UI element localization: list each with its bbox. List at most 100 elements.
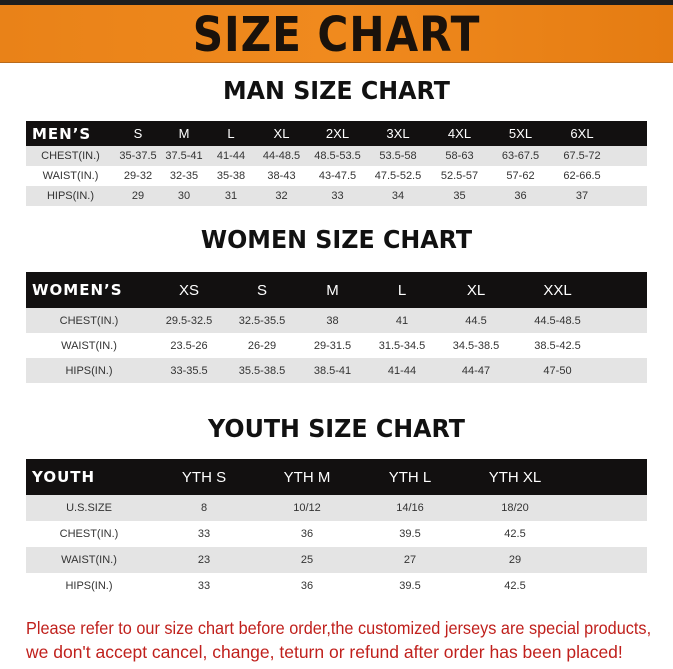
- youth-section-title: YOUTH SIZE CHART: [208, 414, 465, 443]
- row-label: WAIST(IN.): [61, 554, 117, 566]
- men-header-label: MEN’S: [32, 124, 92, 143]
- size-header: M: [326, 281, 339, 299]
- table-cell: 25: [300, 554, 314, 566]
- table-cell: 44-48.5: [262, 150, 301, 162]
- row-spacer: [613, 146, 647, 166]
- table-cell: 63-67.5: [501, 150, 540, 162]
- row-spacer: [613, 166, 647, 186]
- men-header-row: MEN’S S M L XL 2XL 3XL 4XL 5XL 6XL: [26, 121, 647, 146]
- table-cell: 41-44: [387, 364, 417, 377]
- table-cell: 38.5-42.5: [534, 339, 581, 352]
- table-cell: 67.5-72: [563, 150, 601, 162]
- table-cell: 37.5-41: [165, 150, 203, 162]
- banner-title: SIZE CHART: [192, 7, 481, 63]
- size-header: XL: [466, 281, 486, 299]
- size-header: YTH L: [388, 468, 432, 486]
- row-spacer: [568, 573, 647, 599]
- row-spacer: [568, 495, 647, 521]
- size-chart-banner: SIZE CHART: [0, 5, 673, 63]
- row-spacer: [600, 358, 647, 383]
- table-row: HIPS(IN.) 33-35.5 35.5-38.5 38.5-41 41-44 44-…: [26, 358, 647, 383]
- table-row: WAIST(IN.) 23.5-26 26-29 29-31.5 31.5-34.5 34…: [26, 333, 647, 358]
- table-cell: 41-44: [216, 150, 246, 162]
- size-header: XS: [178, 281, 199, 299]
- table-cell: 35-37.5: [119, 150, 157, 162]
- women-section-title: WOMEN SIZE CHART: [200, 225, 473, 254]
- size-header: 4XL: [447, 126, 472, 141]
- table-cell: 48.5-53.5: [314, 150, 361, 162]
- table-cell: 29-32: [123, 170, 153, 182]
- table-row: CHEST(IN.) 33 36 39.5 42.5: [26, 521, 647, 547]
- table-cell: 58-63: [445, 150, 474, 162]
- table-cell: 38.5-41: [313, 364, 352, 377]
- table-cell: 33: [197, 580, 211, 592]
- table-row: WAIST(IN.) 29-32 32-35 35-38 38-43 43-47.5 47.…: [26, 166, 647, 186]
- size-header: S: [256, 281, 267, 299]
- women-size-table: WOMEN’S XS S M L XL XXL CHEST(IN.) 29.5-32.5 32.5…: [26, 272, 647, 383]
- table-cell: 34.5-38.5: [452, 339, 500, 352]
- table-cell: 10/12: [293, 502, 321, 514]
- women-header-row: WOMEN’S XS S M L XL XXL: [26, 272, 647, 308]
- table-cell: 38-43: [267, 170, 296, 182]
- table-cell: 29-31.5: [313, 339, 352, 352]
- table-cell: 36: [300, 580, 314, 592]
- table-cell: 38: [326, 314, 339, 327]
- table-cell: 44.5-48.5: [534, 314, 581, 327]
- table-cell: 35.5-38.5: [238, 364, 286, 377]
- table-cell: 8: [200, 502, 208, 514]
- size-header: YTH XL: [488, 468, 542, 486]
- notice: Please refer to our size chart before or…: [26, 616, 656, 664]
- header-spacer: [568, 459, 647, 495]
- table-cell: 29: [508, 554, 522, 566]
- table-cell: 23: [197, 554, 211, 566]
- size-header: 5XL: [508, 126, 533, 141]
- table-cell: 32: [275, 190, 288, 202]
- table-row: WAIST(IN.) 23 25 27 29: [26, 547, 647, 573]
- table-cell: 52.5-57: [440, 170, 479, 182]
- table-cell: 32-35: [169, 170, 199, 182]
- table-cell: 41: [395, 314, 409, 327]
- row-spacer: [600, 308, 647, 333]
- men-section-title: MAN SIZE CHART: [223, 76, 450, 105]
- top-border: [0, 0, 673, 5]
- table-row: CHEST(IN.) 29.5-32.5 32.5-35.5 38 41 44.5 44.5…: [26, 308, 647, 333]
- table-row: HIPS(IN.) 33 36 39.5 42.5: [26, 573, 647, 599]
- table-cell: 62-66.5: [563, 170, 601, 182]
- table-cell: 29: [131, 190, 145, 202]
- youth-header-row: YOUTH YTH S YTH M YTH L YTH XL: [26, 459, 647, 495]
- size-header: M: [178, 126, 190, 141]
- size-header: L: [397, 281, 407, 299]
- youth-header-label: YOUTH: [32, 468, 96, 486]
- table-row: CHEST(IN.) 35-37.5 37.5-41 41-44 44-48.5 48.5…: [26, 146, 647, 166]
- table-cell: 44.5: [465, 314, 487, 327]
- table-cell: 23.5-26: [170, 339, 208, 352]
- table-cell: 43-47.5: [318, 170, 357, 182]
- table-row: HIPS(IN.) 29 30 31 32 33 34 35 36 37: [26, 186, 647, 206]
- row-spacer: [600, 333, 647, 358]
- table-cell: 35-38: [216, 170, 246, 182]
- table-cell: 39.5: [399, 528, 421, 540]
- table-cell: 33: [331, 190, 344, 202]
- size-header: L: [227, 126, 235, 141]
- table-cell: 31.5-34.5: [378, 339, 426, 352]
- size-header: 2XL: [325, 126, 350, 141]
- table-cell: 18/20: [501, 502, 529, 514]
- table-cell: 31: [224, 190, 238, 202]
- table-cell: 32.5-35.5: [238, 314, 286, 327]
- table-cell: 42.5: [504, 528, 526, 540]
- table-cell: 42.5: [504, 580, 526, 592]
- table-cell: 53.5-58: [379, 150, 417, 162]
- row-label: CHEST(IN.): [41, 150, 100, 162]
- table-cell: 33: [197, 528, 211, 540]
- header-spacer: [600, 272, 647, 308]
- table-cell: 57-62: [506, 170, 535, 182]
- table-cell: 30: [177, 190, 191, 202]
- size-header: XL: [273, 126, 290, 141]
- notice-line-2: we don't accept cancel, change, teturn o…: [26, 642, 623, 662]
- row-spacer: [568, 547, 647, 573]
- size-header: S: [133, 126, 143, 141]
- youth-size-table: YOUTH YTH S YTH M YTH L YTH XL U.S.SIZE 8 10/12…: [26, 459, 647, 599]
- table-cell: 35: [453, 190, 466, 202]
- size-header: YTH S: [181, 468, 227, 486]
- table-row: U.S.SIZE 8 10/12 14/16 18/20: [26, 495, 647, 521]
